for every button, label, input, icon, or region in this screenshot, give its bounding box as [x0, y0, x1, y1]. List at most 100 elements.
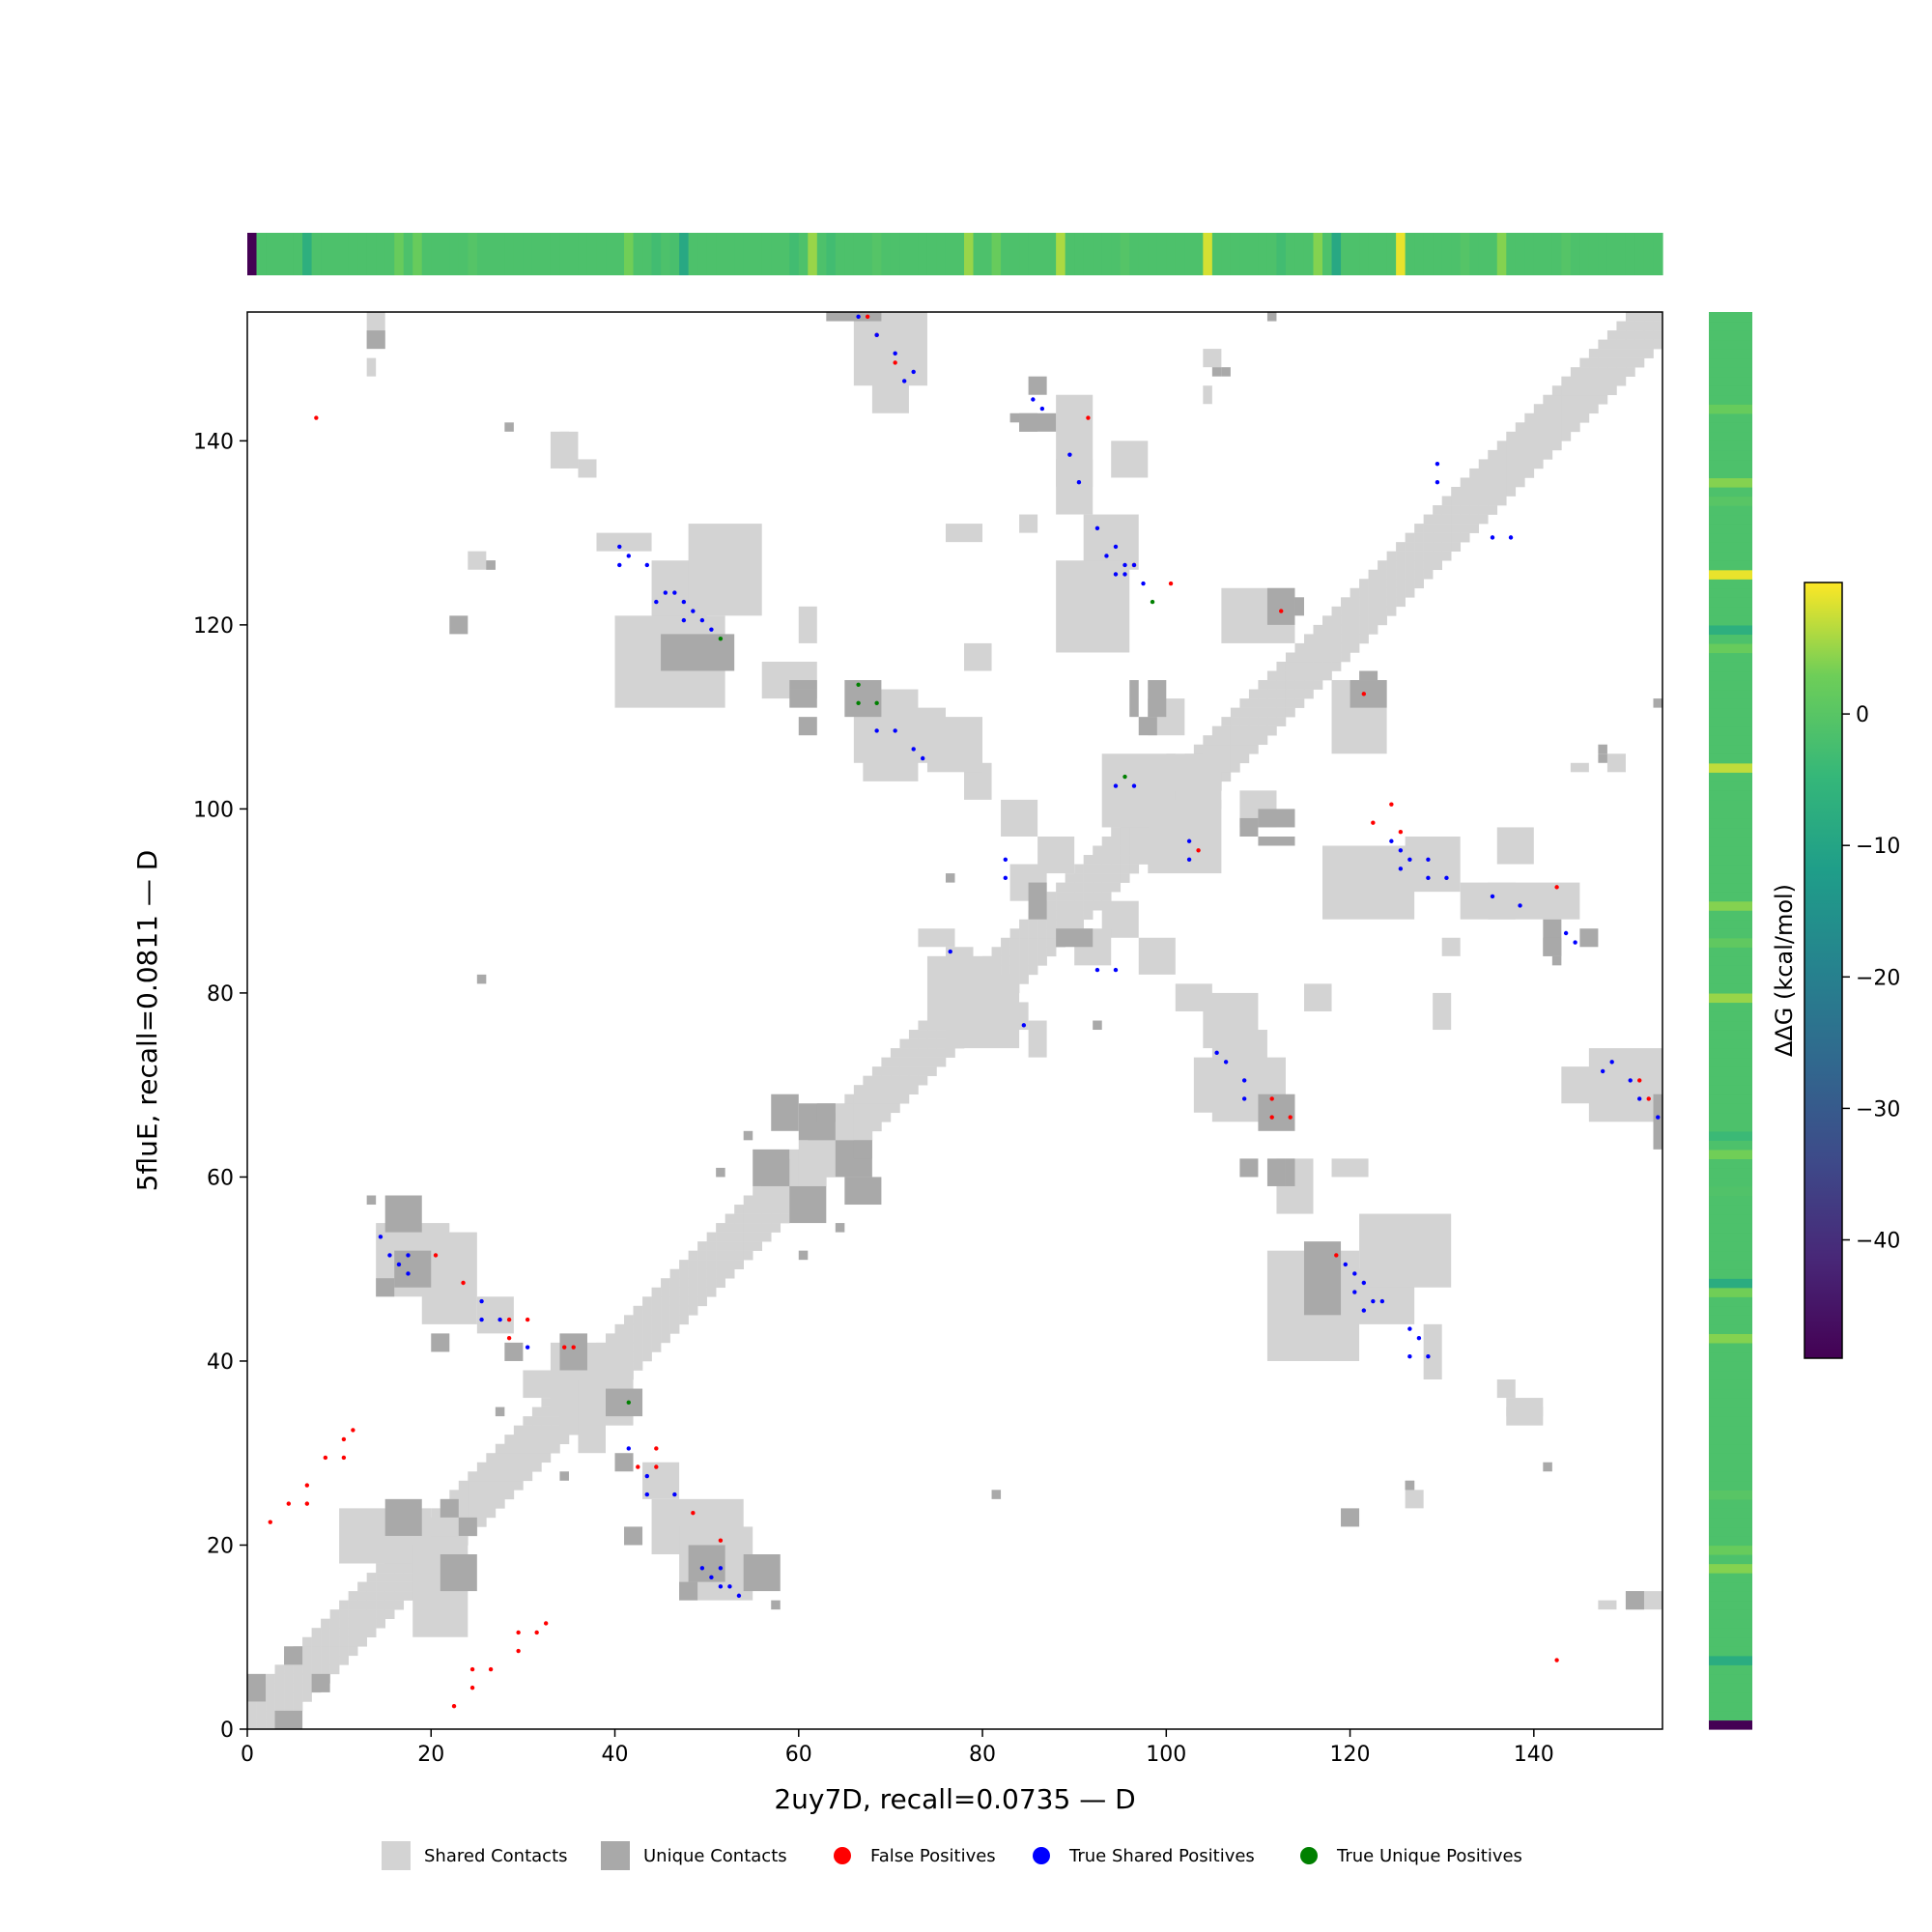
colorbar-tick-label: −20 — [1856, 966, 1900, 990]
shared-contact-cell — [1322, 670, 1332, 681]
shared-contact-cell — [1028, 955, 1038, 966]
shared-contact-cell — [1221, 762, 1232, 773]
shared-contact-cell — [366, 1618, 377, 1629]
shared-contact-cell — [321, 1628, 330, 1638]
ddg-top-cell — [421, 233, 432, 275]
shared-contact-cell — [816, 1140, 827, 1151]
ddg-right-cell — [1709, 579, 1752, 589]
shared-contact-cell — [403, 1563, 413, 1574]
ddg-right-cell — [1709, 892, 1752, 902]
shared-contact-cell — [1285, 689, 1295, 699]
shared-contact-cell — [468, 1508, 478, 1519]
true-shared-positive-point — [525, 1345, 530, 1350]
shared-contact-cell — [1266, 698, 1277, 708]
ddg-top-cell — [1579, 233, 1590, 275]
shared-contact-cell — [1313, 652, 1323, 663]
shared-contact-cell — [357, 1618, 367, 1629]
false-positive-point — [286, 1501, 292, 1506]
shared-contact-cell — [918, 1048, 928, 1058]
unique-contact-block — [789, 689, 817, 708]
true-shared-positive-point — [1003, 857, 1009, 862]
shared-contact-cell — [724, 1260, 735, 1270]
shared-contact-cell — [899, 1094, 910, 1104]
shared-contact-cell — [1065, 910, 1075, 921]
shared-contact-cell — [1303, 634, 1314, 644]
shared-contact-cell — [1276, 717, 1287, 726]
shared-contact-cell — [376, 1573, 385, 1582]
ddg-top-cell — [1616, 233, 1627, 275]
shared-contact-cell — [1423, 524, 1434, 533]
shared-contact-cell — [1423, 514, 1434, 525]
shared-contact-cell — [1083, 864, 1094, 874]
shared-contact-cell — [945, 1048, 955, 1058]
shared-contact-cell — [1478, 496, 1489, 506]
ddg-top-cell — [1101, 233, 1112, 275]
shared-contact-cell — [531, 1406, 542, 1417]
ddg-top-cell — [1625, 233, 1636, 275]
ddg-top-cell — [1524, 233, 1535, 275]
shared-contact-cell — [1093, 845, 1103, 856]
ddg-top-cell — [1543, 233, 1553, 275]
shared-contact-cell — [1506, 440, 1517, 451]
unique-contact-block — [688, 1545, 725, 1582]
shared-contact-cell — [1046, 947, 1057, 957]
shared-contact-cell — [697, 1296, 707, 1307]
false-positive-point — [304, 1483, 310, 1488]
ddg-right-cell — [1709, 680, 1752, 691]
shared-contact-cell — [1313, 661, 1323, 671]
shared-contact-cell — [890, 1057, 900, 1067]
shared-contact-cell — [1625, 349, 1635, 358]
shared-contact-cell — [1451, 524, 1462, 533]
shared-contact-cell — [1386, 560, 1397, 571]
ddg-right-cell — [1709, 449, 1752, 461]
shared-contact-cell — [284, 1673, 294, 1684]
shared-contact-cell — [1378, 606, 1387, 616]
shared-contact-cell — [302, 1664, 312, 1675]
unique-contact-block — [798, 717, 817, 736]
ddg-top-cell — [697, 233, 708, 275]
shared-contact-cell — [633, 1342, 643, 1352]
shared-contact-cell — [1046, 928, 1057, 939]
shared-contact-cell — [697, 1268, 707, 1279]
shared-contact-cell — [321, 1646, 330, 1657]
true-shared-positive-point — [699, 617, 705, 623]
shared-contact-cell — [918, 1038, 928, 1049]
true-shared-positive-point — [1131, 562, 1137, 568]
ddg-top-cell — [1166, 233, 1177, 275]
ddg-right-cell — [1709, 486, 1752, 497]
x-tick-label: 100 — [1146, 1743, 1186, 1767]
true-shared-positive-point — [672, 1492, 677, 1497]
unique-contact-block — [559, 1333, 587, 1371]
ddg-top-cell — [1148, 233, 1158, 275]
ddg-right-cell — [1709, 1020, 1752, 1031]
false-positive-point — [1196, 848, 1201, 853]
shared-contact-cell — [366, 1581, 377, 1592]
false-positive-point — [341, 1455, 347, 1461]
shared-contact-cell — [753, 1232, 763, 1242]
shared-contact-cell — [679, 1305, 689, 1316]
true-shared-positive-point — [1039, 406, 1045, 412]
y-tick-label: 120 — [193, 614, 234, 639]
ddg-top-cell — [863, 233, 873, 275]
true-shared-positive-point — [1426, 1353, 1431, 1359]
shared-contact-cell — [926, 1038, 937, 1049]
shared-contact-cell — [476, 1490, 487, 1500]
shared-contact-cell — [1111, 882, 1122, 893]
shared-contact-cell — [550, 1435, 560, 1444]
shared-contact-cell — [899, 1038, 910, 1049]
unique-contact-block — [716, 1167, 725, 1178]
shared-contact-cell — [1515, 468, 1525, 478]
ddg-top-cell — [586, 233, 598, 275]
shared-contact-cell — [1037, 919, 1047, 929]
ddg-right-cell — [1709, 1535, 1752, 1547]
shared-contact-cell — [1570, 422, 1580, 433]
shared-contact-cell — [936, 1057, 947, 1067]
ddg-right-cell — [1709, 1278, 1752, 1289]
shared-contact-cell — [890, 1066, 900, 1076]
ddg-right-cell — [1709, 670, 1752, 681]
ddg-right-cell — [1709, 1085, 1752, 1095]
shared-contact-cell — [1460, 496, 1470, 506]
shared-contact-cell — [1083, 892, 1094, 901]
ddg-right-cell — [1709, 339, 1752, 350]
false-positive-point — [469, 1685, 475, 1690]
